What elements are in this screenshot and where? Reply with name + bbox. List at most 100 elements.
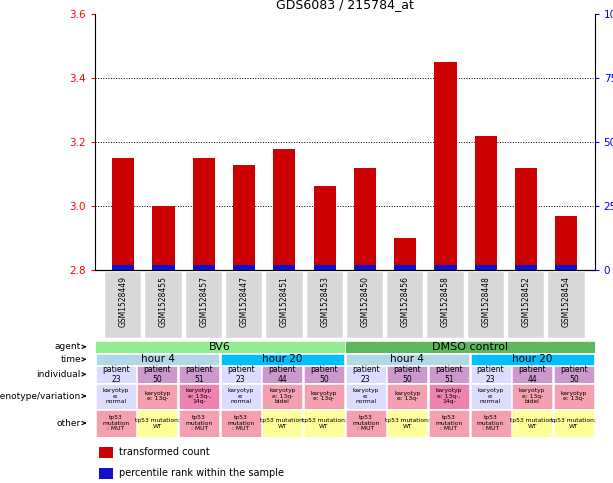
Text: BV6: BV6	[209, 342, 231, 352]
Bar	[99, 468, 113, 479]
Bar	[273, 149, 295, 270]
Text: DMSO control: DMSO control	[432, 342, 508, 352]
Bar	[221, 410, 261, 437]
FancyBboxPatch shape	[548, 272, 585, 338]
Bar	[394, 239, 416, 270]
Bar	[137, 410, 177, 437]
Text: karyotyp
e: 13q-: karyotyp e: 13q-	[394, 391, 421, 401]
Text: patient
50: patient 50	[143, 365, 171, 384]
Bar	[387, 410, 427, 437]
Text: tp53 mutation:
WT: tp53 mutation: WT	[135, 418, 180, 428]
Text: tp53 mutation:
WT: tp53 mutation: WT	[551, 418, 596, 428]
Bar	[96, 366, 136, 383]
Text: karyotyp
e: 13q-: karyotyp e: 13q-	[144, 391, 170, 401]
Text: hour 4: hour 4	[390, 355, 424, 364]
Bar	[471, 354, 594, 365]
Bar	[153, 265, 175, 270]
Text: patient
51: patient 51	[185, 365, 213, 384]
Bar	[112, 265, 134, 270]
Bar	[429, 410, 469, 437]
Bar	[394, 265, 416, 270]
Text: karyotyp
e: 13q-
bidel: karyotyp e: 13q- bidel	[519, 388, 546, 404]
Bar	[354, 265, 376, 270]
Text: individual: individual	[37, 370, 81, 379]
Text: genotype/variation: genotype/variation	[0, 392, 81, 400]
Text: patient
44: patient 44	[268, 365, 296, 384]
Bar	[304, 366, 344, 383]
Bar	[262, 366, 302, 383]
Bar	[221, 354, 344, 365]
Text: GSM1528458: GSM1528458	[441, 276, 450, 327]
Text: hour 20: hour 20	[512, 355, 552, 364]
Text: tp53
mutation
: MUT: tp53 mutation : MUT	[186, 415, 213, 431]
Bar	[474, 265, 497, 270]
Bar	[96, 384, 136, 409]
Bar	[112, 158, 134, 270]
Text: tp53 mutation:
WT: tp53 mutation: WT	[510, 418, 555, 428]
Text: GSM1528447: GSM1528447	[240, 276, 249, 327]
Bar	[345, 341, 595, 353]
Bar	[153, 206, 175, 270]
Text: patient
50: patient 50	[394, 365, 421, 384]
Text: hour 20: hour 20	[262, 355, 303, 364]
Text: hour 4: hour 4	[140, 355, 175, 364]
Text: tp53 mutation:
WT: tp53 mutation: WT	[260, 418, 305, 428]
Text: patient
23: patient 23	[102, 365, 129, 384]
Text: other: other	[56, 419, 81, 427]
Bar	[346, 410, 386, 437]
Text: karyotyp
e:
normal: karyotyp e: normal	[102, 388, 129, 404]
Text: karyotyp
e:
normal: karyotyp e: normal	[352, 388, 379, 404]
Text: patient
23: patient 23	[352, 365, 379, 384]
Title: GDS6083 / 215784_at: GDS6083 / 215784_at	[276, 0, 414, 11]
Bar	[304, 384, 344, 409]
Bar	[304, 410, 344, 437]
Bar	[192, 158, 215, 270]
Text: GSM1528456: GSM1528456	[401, 276, 409, 327]
Bar	[192, 265, 215, 270]
FancyBboxPatch shape	[468, 272, 504, 338]
FancyBboxPatch shape	[306, 272, 343, 338]
Bar	[346, 384, 386, 409]
Bar	[346, 354, 469, 365]
Bar	[99, 447, 113, 458]
Bar	[273, 265, 295, 270]
Text: patient
44: patient 44	[519, 365, 546, 384]
Bar	[221, 366, 261, 383]
Bar	[512, 384, 552, 409]
Text: GSM1528452: GSM1528452	[522, 276, 531, 327]
Text: percentile rank within the sample: percentile rank within the sample	[120, 468, 284, 478]
Text: karyotyp
e: 13q-
bidel: karyotyp e: 13q- bidel	[269, 388, 295, 404]
FancyBboxPatch shape	[186, 272, 222, 338]
Text: GSM1528450: GSM1528450	[360, 276, 370, 327]
Bar	[471, 410, 511, 437]
Text: patient
50: patient 50	[560, 365, 588, 384]
Text: karyotyp
e: 13q-,
14q-: karyotyp e: 13q-, 14q-	[186, 388, 212, 404]
FancyBboxPatch shape	[266, 272, 302, 338]
Bar	[474, 136, 497, 270]
Bar	[314, 185, 336, 270]
Bar	[137, 366, 177, 383]
Bar	[137, 384, 177, 409]
Bar	[555, 265, 577, 270]
Text: karyotyp
e: 13q-,
14q-: karyotyp e: 13q-, 14q-	[436, 388, 462, 404]
Text: patient
51: patient 51	[435, 365, 463, 384]
FancyBboxPatch shape	[508, 272, 544, 338]
Text: agent: agent	[55, 342, 81, 351]
Bar	[95, 341, 345, 353]
Text: GSM1528449: GSM1528449	[119, 276, 128, 327]
Text: time: time	[60, 355, 81, 364]
FancyBboxPatch shape	[105, 272, 142, 338]
Bar	[221, 384, 261, 409]
Text: tp53
mutation
: MUT: tp53 mutation : MUT	[435, 415, 463, 431]
Text: patient
23: patient 23	[227, 365, 254, 384]
Text: GSM1528453: GSM1528453	[320, 276, 329, 327]
Text: GSM1528451: GSM1528451	[280, 276, 289, 327]
Bar	[179, 384, 219, 409]
Text: GSM1528448: GSM1528448	[481, 276, 490, 327]
FancyBboxPatch shape	[145, 272, 181, 338]
Bar	[346, 366, 386, 383]
FancyBboxPatch shape	[226, 272, 262, 338]
Bar	[96, 354, 219, 365]
Bar	[387, 366, 427, 383]
Text: GSM1528457: GSM1528457	[199, 276, 208, 327]
